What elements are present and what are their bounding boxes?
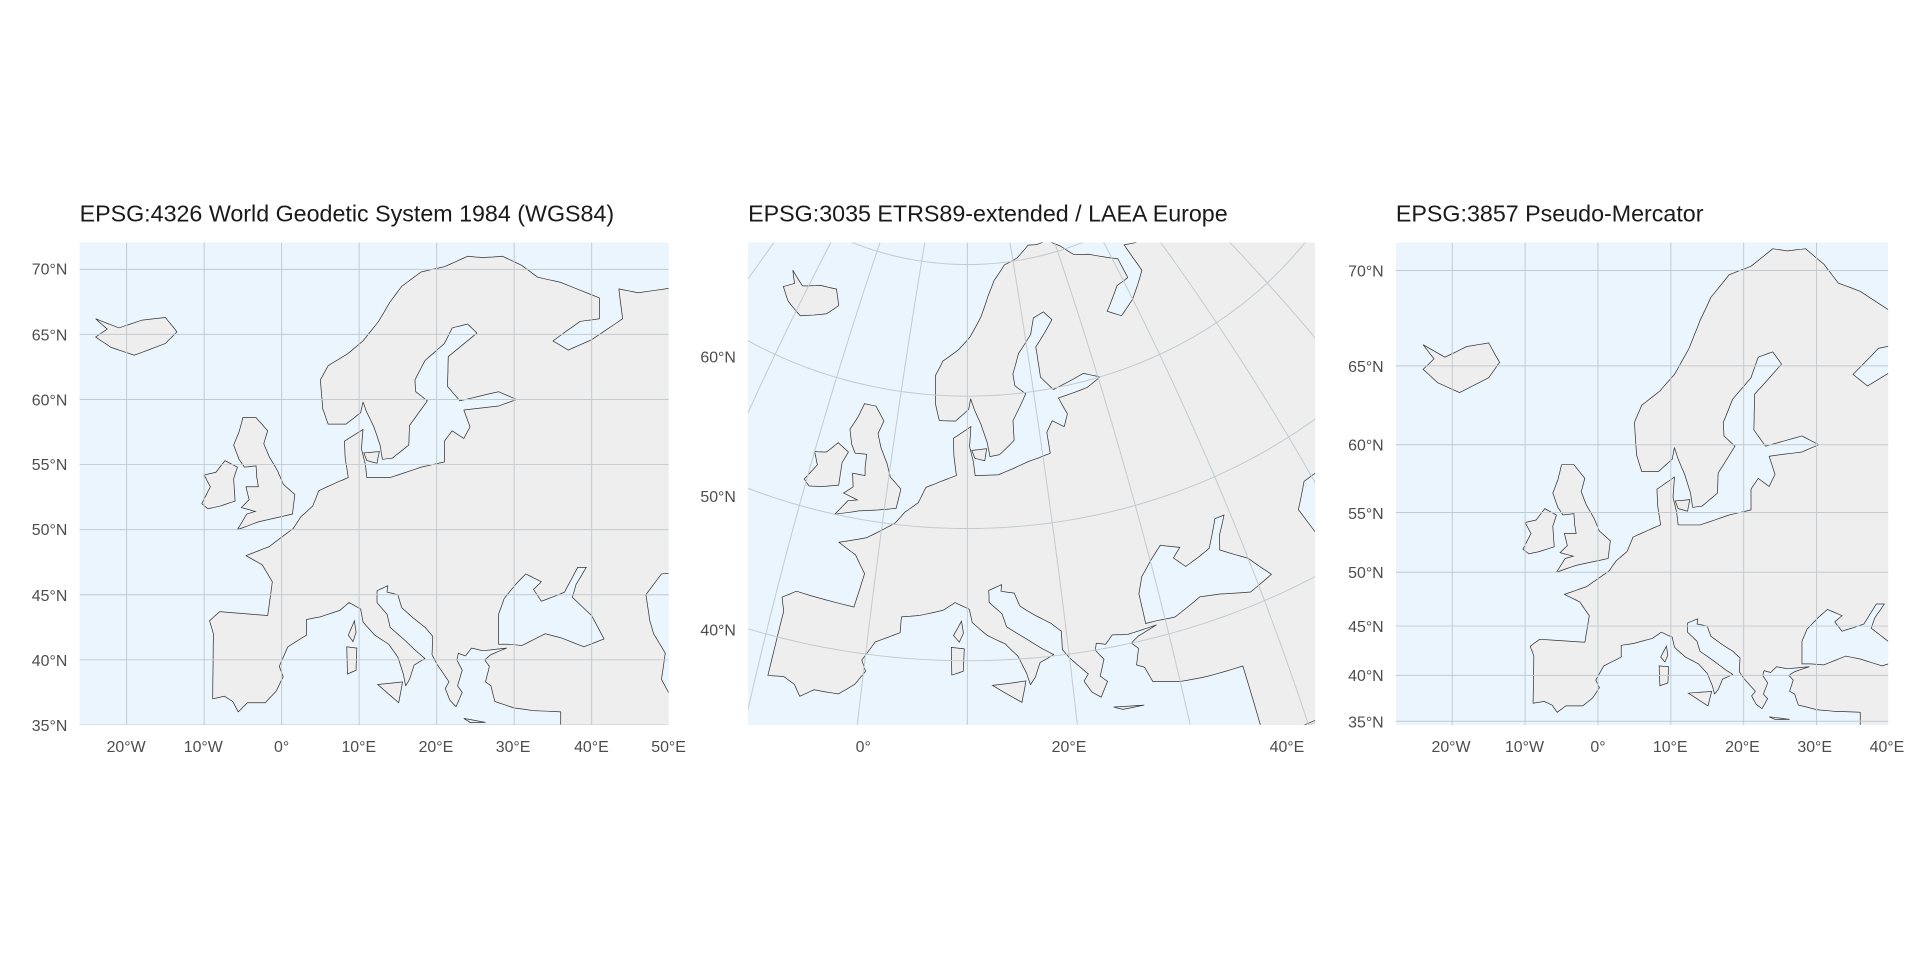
island <box>971 448 987 462</box>
y-tick-label: 35°N <box>32 718 68 735</box>
x-tick-label: 20°E <box>1052 739 1087 756</box>
y-tick-label: 40°N <box>1348 668 1384 685</box>
y-tick-label: 35°N <box>1348 714 1384 731</box>
map-area <box>748 35 1316 725</box>
y-tick-label: 70°N <box>1348 264 1384 281</box>
island <box>1674 499 1691 512</box>
y-tick-label: 50°N <box>700 489 736 506</box>
island <box>1552 464 1611 573</box>
island <box>1113 704 1145 710</box>
y-tick-label: 50°N <box>1348 565 1384 582</box>
x-tick-label: 0° <box>1590 739 1605 756</box>
island <box>346 646 358 675</box>
inland-sea <box>498 567 605 648</box>
graticule-meridian <box>1009 242 1078 725</box>
x-tick-label: 30°E <box>1797 739 1832 756</box>
island <box>463 718 486 723</box>
island <box>1660 645 1669 663</box>
y-tick-label: 70°N <box>32 261 68 278</box>
map-area <box>79 242 669 725</box>
inland-sea <box>1297 472 1316 533</box>
island <box>363 451 380 464</box>
island <box>347 619 357 643</box>
panel-title: EPSG:4326 World Geodetic System 1984 (WG… <box>80 201 615 227</box>
graticule-parallel <box>748 242 1306 397</box>
map-area <box>1395 242 1889 725</box>
y-tick-label: 45°N <box>1348 619 1384 636</box>
x-tick-label: 40°E <box>574 739 609 756</box>
inland-sea <box>1801 603 1889 667</box>
graticule-meridian <box>1054 242 1191 725</box>
panel-title: EPSG:3857 Pseudo-Mercator <box>1396 201 1704 227</box>
graticule-parallel <box>837 35 1104 135</box>
island <box>376 681 403 704</box>
x-tick-label: 30°E <box>496 739 531 756</box>
panel-title: EPSG:3035 ETRS89-extended / LAEA Europe <box>748 201 1228 227</box>
x-tick-label: 10°W <box>1505 739 1544 756</box>
land <box>1529 248 1889 725</box>
x-tick-label: 10°E <box>1653 739 1688 756</box>
island <box>950 646 965 676</box>
inland-sea <box>1138 514 1272 624</box>
island <box>953 620 964 643</box>
y-tick-label: 60°N <box>32 392 68 409</box>
y-tick-label: 45°N <box>32 588 68 605</box>
x-tick-label: 20°E <box>1725 739 1760 756</box>
x-tick-label: 50°E <box>651 739 686 756</box>
island <box>833 403 902 515</box>
graticule-meridian <box>1160 242 1316 484</box>
graticule-parallel <box>748 575 1316 662</box>
y-tick-label: 55°N <box>1348 506 1384 523</box>
island <box>1769 716 1790 720</box>
y-tick-label: 60°N <box>700 349 736 366</box>
island <box>233 417 296 531</box>
x-tick-label: 20°W <box>1431 739 1470 756</box>
x-tick-label: 40°E <box>1270 739 1305 756</box>
x-tick-label: 10°W <box>184 739 223 756</box>
x-tick-label: 0° <box>856 739 871 756</box>
graticule-meridian <box>748 242 881 711</box>
y-tick-label: 40°N <box>700 623 736 640</box>
y-tick-label: 65°N <box>32 327 68 344</box>
graticule-parallel <box>748 418 1316 530</box>
y-tick-label: 50°N <box>32 522 68 539</box>
y-tick-label: 65°N <box>1348 359 1384 376</box>
graticule-parallel <box>850 242 1084 266</box>
graticule-meridian <box>1103 242 1310 725</box>
y-tick-label: 55°N <box>32 457 68 474</box>
island <box>991 680 1027 703</box>
y-tick-label: 40°N <box>32 653 68 670</box>
x-tick-label: 40°E <box>1870 739 1905 756</box>
x-tick-label: 20°E <box>419 739 454 756</box>
x-tick-label: 0° <box>274 739 289 756</box>
y-tick-label: 60°N <box>1348 438 1384 455</box>
island <box>1687 690 1713 707</box>
inland-sea <box>645 572 669 694</box>
x-tick-label: 10°E <box>341 739 376 756</box>
x-tick-label: 20°W <box>107 739 146 756</box>
graticule-meridian <box>856 242 926 725</box>
